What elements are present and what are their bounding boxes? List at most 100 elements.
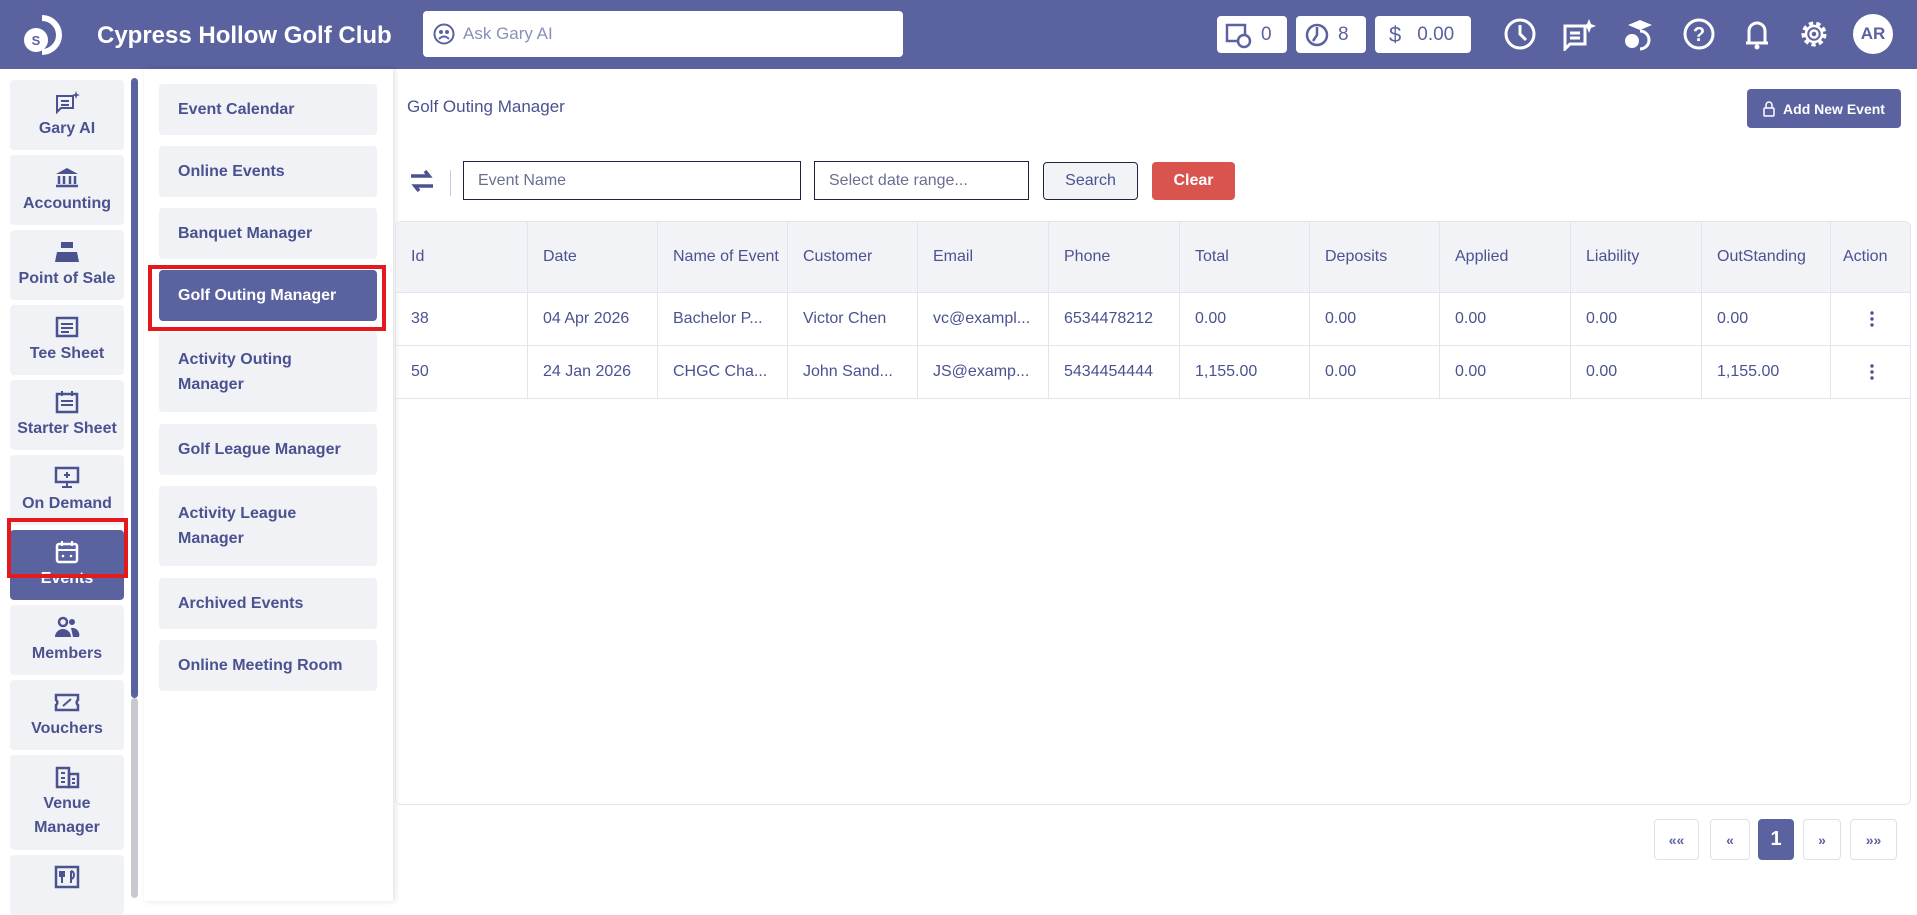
sidebar-item-events[interactable]: Events	[10, 530, 124, 600]
submenu-item-label: Event Calendar	[178, 101, 295, 118]
highlight-box-events	[7, 518, 128, 578]
submenu-item-golf-outing-manager[interactable]: Golf Outing Manager	[159, 270, 377, 321]
table-cell: 5434454444	[1049, 346, 1180, 398]
table-cell: 24 Jan 2026	[528, 346, 658, 398]
gary-ai-icon	[433, 23, 455, 45]
table-cell: vc@exampl...	[918, 293, 1049, 345]
filter-divider	[450, 170, 451, 196]
sidebar-item-label: Gary AI	[38, 119, 96, 137]
timer-counter[interactable]: 8	[1296, 16, 1366, 53]
balance-counter[interactable]: $0.00	[1375, 16, 1471, 53]
counter-value: 0	[1261, 23, 1272, 45]
submenu-item-label: Golf Outing Manager	[178, 287, 337, 304]
submenu-item-online-meeting-room[interactable]: Online Meeting Room	[159, 640, 377, 691]
column-header[interactable]: Customer	[788, 222, 918, 292]
table-cell: 6534478212	[1049, 293, 1180, 345]
submenu-item-activity-league-manager[interactable]: Activity League Manager	[159, 486, 377, 566]
ai-chat-icon[interactable]	[1562, 17, 1596, 51]
bank-icon	[56, 167, 78, 187]
row-actions-kebab-icon[interactable]	[1831, 293, 1910, 345]
table-cell: 0.00	[1180, 293, 1310, 345]
table-header: Id Date Name of Event Customer Email Phone Tot…	[396, 222, 1910, 293]
top-header: S Cypress Hollow Golf Club Ask Gary AI 0…	[0, 0, 1917, 69]
sidebar-item-label: Vouchers	[31, 719, 103, 737]
dollar-icon: $	[1389, 21, 1402, 47]
sidebar-item-venue-manager[interactable]: Venue Manager	[10, 755, 124, 850]
pagination-first[interactable]: ««	[1654, 819, 1699, 860]
sidebar-item-vouchers[interactable]: Vouchers	[10, 680, 124, 750]
sidebar-item-label: Venue Manager	[34, 795, 100, 836]
pagination-prev[interactable]: «	[1710, 819, 1750, 860]
submenu-item-online-events[interactable]: Online Events	[159, 146, 377, 197]
column-header[interactable]: Deposits	[1310, 222, 1440, 292]
submenu-item-activity-outing-manager[interactable]: Activity Outing Manager	[159, 332, 377, 412]
column-header[interactable]: Phone	[1049, 222, 1180, 292]
sidebar-item-tee-sheet[interactable]: Tee Sheet	[10, 305, 124, 375]
column-header[interactable]: OutStanding	[1702, 222, 1831, 292]
voucher-icon	[54, 693, 80, 711]
club-logo-icon: S	[24, 15, 62, 55]
submenu-item-event-calendar[interactable]: Event Calendar	[159, 84, 377, 135]
table-cell: 1,155.00	[1702, 346, 1831, 398]
sidebar-item-accounting[interactable]: Accounting	[10, 155, 124, 225]
sidebar-item-label: On Demand	[22, 494, 112, 512]
events-table: Id Date Name of Event Customer Email Phone Tot…	[395, 221, 1911, 805]
add-new-event-button[interactable]: Add New Event	[1747, 89, 1901, 128]
submenu-item-golf-league-manager[interactable]: Golf League Manager	[159, 424, 377, 475]
highlight-box-golf-outing	[148, 265, 386, 331]
register-icon	[55, 241, 79, 262]
table-cell: 04 Apr 2026	[528, 293, 658, 345]
sidebar-item-gary-ai[interactable]: Gary AI	[10, 80, 124, 150]
table-cell: 50	[396, 346, 528, 398]
gear-icon[interactable]	[1797, 17, 1831, 51]
timer-icon	[1305, 23, 1329, 46]
refresh-icon[interactable]	[407, 168, 437, 194]
ask-gary-input[interactable]: Ask Gary AI	[423, 11, 903, 57]
table-cell: 1,155.00	[1180, 346, 1310, 398]
table-cell: 0.00	[1440, 346, 1571, 398]
table-row[interactable]: 50 24 Jan 2026 CHGC Cha... John Sand... JS@e…	[396, 346, 1910, 399]
training-icon[interactable]	[1620, 17, 1654, 51]
sidebar-scrollbar-thumb[interactable]	[131, 78, 138, 698]
submenu-item-label: Online Events	[178, 163, 285, 180]
sidebar-item-members[interactable]: Members	[10, 605, 124, 675]
bell-icon[interactable]	[1740, 17, 1774, 51]
column-header[interactable]: Id	[396, 222, 528, 292]
sidebar-item-starter-sheet[interactable]: Starter Sheet	[10, 380, 124, 450]
submenu-item-label: Online Meeting Room	[178, 657, 343, 674]
svg-text:?: ?	[1693, 24, 1705, 46]
pagination-page-1[interactable]: 1	[1758, 819, 1794, 860]
search-button[interactable]: Search	[1043, 162, 1138, 200]
brand-name: Cypress Hollow Golf Club	[97, 22, 392, 49]
table-cell: 0.00	[1702, 293, 1831, 345]
sidebar-item-label: Members	[31, 644, 103, 662]
event-name-input[interactable]: Event Name	[463, 161, 801, 200]
submenu-item-banquet-manager[interactable]: Banquet Manager	[159, 208, 377, 259]
sidebar-item-on-demand[interactable]: On Demand	[10, 455, 124, 525]
column-header[interactable]: Total	[1180, 222, 1310, 292]
column-header[interactable]: Applied	[1440, 222, 1571, 292]
sidebar-scrollbar-track[interactable]	[131, 698, 138, 898]
column-header[interactable]: Liability	[1571, 222, 1702, 292]
pagination-last[interactable]: »»	[1850, 819, 1897, 860]
table-row[interactable]: 38 04 Apr 2026 Bachelor P... Victor Chen vc@…	[396, 293, 1910, 346]
clock-icon[interactable]	[1503, 17, 1537, 51]
building-icon	[55, 766, 80, 789]
clear-button[interactable]: Clear	[1152, 162, 1235, 200]
lock-icon	[1763, 100, 1775, 117]
avatar[interactable]: AR	[1853, 14, 1893, 54]
submenu-item-archived-events[interactable]: Archived Events	[159, 578, 377, 629]
monitor-icon	[54, 466, 80, 488]
date-range-input[interactable]: Select date range...	[814, 161, 1029, 200]
tee-time-counter[interactable]: 0	[1217, 16, 1287, 53]
pagination-next[interactable]: »	[1803, 819, 1841, 860]
sidebar-item-point-of-sale[interactable]: Point of Sale	[10, 230, 124, 300]
column-header[interactable]: Action	[1843, 248, 1888, 265]
row-actions-kebab-icon[interactable]	[1831, 346, 1910, 398]
column-header[interactable]: Date	[528, 222, 658, 292]
sidebar-item-dining[interactable]	[10, 855, 124, 915]
help-icon[interactable]: ?	[1682, 17, 1716, 51]
column-header[interactable]: Name of Event	[658, 222, 788, 292]
sidebar-item-label: Starter Sheet	[17, 419, 117, 437]
column-header[interactable]: Email	[918, 222, 1049, 292]
